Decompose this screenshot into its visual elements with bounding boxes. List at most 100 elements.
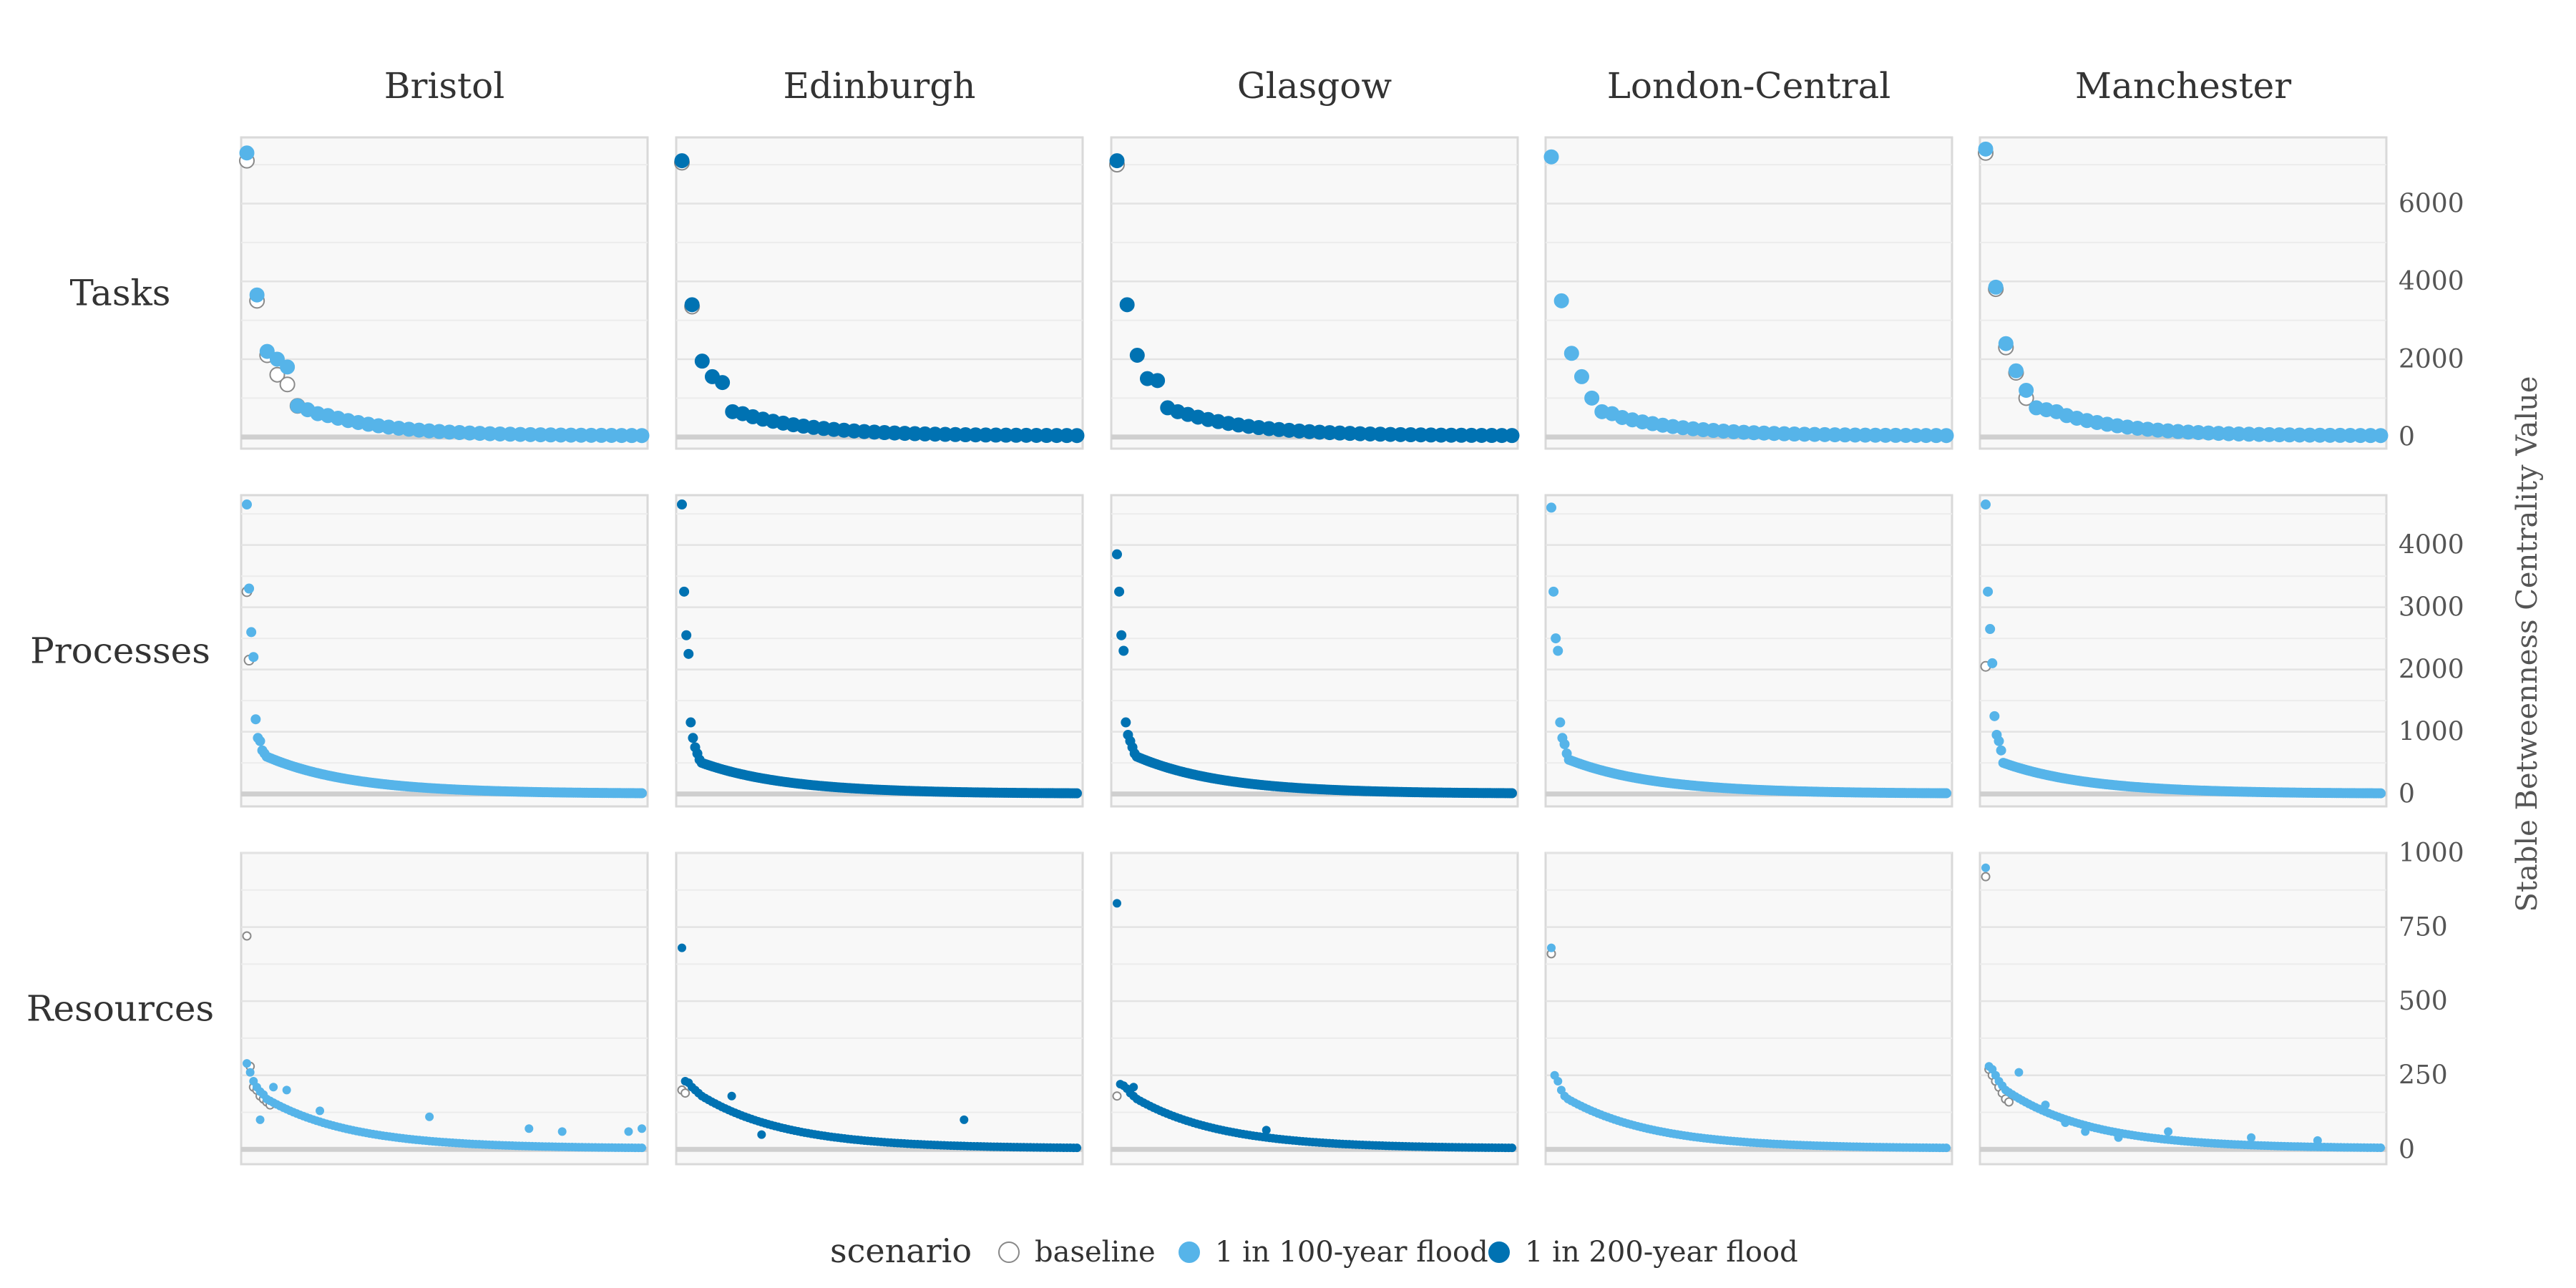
scenario-point	[2313, 1136, 2322, 1145]
scenario-point	[1262, 1126, 1271, 1135]
column-title-london-central: London-Central	[1607, 65, 1891, 107]
scenario-point	[1114, 586, 1125, 597]
panel-resources-bristol	[240, 852, 649, 1166]
panels	[239, 136, 2389, 1166]
scenario-point	[1109, 153, 1125, 169]
scenario-point	[2081, 1127, 2090, 1136]
scenario-point	[1508, 1143, 1516, 1153]
scenario-point	[1553, 645, 1563, 656]
y-tick-label: 4000	[2399, 531, 2464, 560]
scenario-point	[1998, 336, 2014, 351]
panel-background	[1979, 494, 2388, 808]
scenario-point	[1129, 348, 1145, 363]
scenario-point	[1553, 293, 1569, 308]
scenario-point	[1113, 899, 1121, 908]
y-tick-label: 1000	[2399, 718, 2464, 747]
baseline-point	[269, 366, 286, 383]
panel-background	[1979, 136, 2388, 450]
legend-label-flood200: 1 in 200-year flood	[1525, 1236, 1798, 1269]
scenario-point	[1073, 1143, 1081, 1153]
scenario-point	[2019, 382, 2034, 398]
scenario-point	[248, 652, 259, 663]
scenario-point	[1116, 630, 1127, 640]
panel-background	[240, 136, 649, 450]
legend-label-baseline: baseline	[1035, 1236, 1156, 1269]
scenario-point	[2164, 1127, 2173, 1136]
scenario-point	[255, 736, 265, 746]
scenario-point	[1559, 739, 1570, 749]
scenario-point	[757, 1130, 766, 1139]
scenario-point	[624, 1127, 633, 1136]
scenario-point	[1548, 586, 1559, 597]
scenario-point	[1574, 369, 1589, 384]
scenario-point	[243, 1059, 251, 1068]
panel-tasks-edinburgh	[674, 136, 1085, 450]
scenario-point	[1072, 788, 1082, 799]
scenario-point	[1985, 624, 1996, 635]
scenario-point	[715, 375, 731, 391]
baseline-point	[2004, 1097, 2014, 1107]
scenario-point	[677, 499, 687, 510]
panel-resources-manchester	[1979, 852, 2388, 1166]
scenario-point	[1551, 633, 1561, 644]
scenario-point	[1941, 788, 1951, 799]
column-titles: Bristol Edinburgh Glasgow London-Central Man…	[384, 65, 2291, 107]
scenario-point	[1563, 346, 1579, 361]
legend-key-flood200	[1488, 1241, 1510, 1263]
panel-resources-edinburgh	[675, 852, 1084, 1166]
baseline-point	[680, 1088, 691, 1098]
baseline-point	[242, 931, 252, 941]
scenario-point	[686, 717, 696, 728]
panel-processes-glasgow	[1110, 494, 1519, 808]
panel-tasks-london-central	[1543, 136, 1954, 450]
scenario-point	[1553, 1077, 1563, 1085]
row-title-tasks: Tasks	[70, 273, 171, 314]
scenario-point	[638, 1143, 646, 1153]
scenario-point	[2114, 1133, 2123, 1142]
panel-resources-london-central	[1544, 852, 1953, 1166]
y-tick-label: 2000	[2399, 345, 2464, 374]
panel-background	[240, 494, 649, 808]
y-tick-label: 1000	[2399, 839, 2464, 868]
scenario-point	[2376, 1143, 2385, 1153]
scenario-point	[1118, 645, 1129, 656]
scenario-point	[316, 1106, 325, 1116]
y-axes: 0 2000 4000 6000 0 1000 2000 3000 4000 0 250 500 750…	[2399, 189, 2464, 1164]
baseline-point	[1112, 1091, 1122, 1101]
scenario-point	[2061, 1118, 2070, 1127]
scenario-point	[1942, 1143, 1951, 1153]
y-tick-label: 3000	[2399, 593, 2464, 623]
scenario-point	[1504, 428, 1520, 444]
scenario-point	[674, 153, 690, 169]
scenario-point	[960, 1115, 969, 1124]
scenario-point	[242, 499, 252, 510]
scenario-point	[425, 1112, 434, 1121]
baseline-point	[279, 376, 296, 393]
scenario-point	[269, 351, 285, 367]
y-tick-label: 0	[2399, 423, 2415, 452]
column-title-bristol: Bristol	[384, 65, 504, 107]
scenario-point	[2014, 1068, 2024, 1077]
scenario-point	[1981, 499, 1991, 510]
legend-label-flood100: 1 in 100-year flood	[1215, 1236, 1488, 1269]
scenario-point	[245, 1068, 255, 1077]
y-tick-label: 2000	[2399, 655, 2464, 685]
panel-tasks-manchester	[1978, 136, 2389, 450]
scenario-point	[1987, 658, 1998, 668]
panel-background	[1544, 136, 1953, 450]
scenario-point	[282, 1085, 291, 1095]
scenario-point	[1121, 717, 1131, 728]
scenario-point	[1584, 390, 1600, 406]
scenario-point	[244, 583, 255, 594]
scenario-point	[2041, 1101, 2050, 1110]
panel-resources-glasgow	[1110, 852, 1519, 1166]
scenario-point	[1069, 428, 1085, 444]
y-tick-label: 750	[2399, 913, 2448, 942]
panel-processes-bristol	[240, 494, 649, 808]
scenario-point	[1981, 863, 1990, 872]
scenario-point	[255, 1115, 265, 1124]
panel-background	[1110, 136, 1519, 450]
baseline-point	[1981, 872, 1991, 882]
scenario-point	[1546, 502, 1556, 513]
scenario-point	[688, 733, 698, 743]
